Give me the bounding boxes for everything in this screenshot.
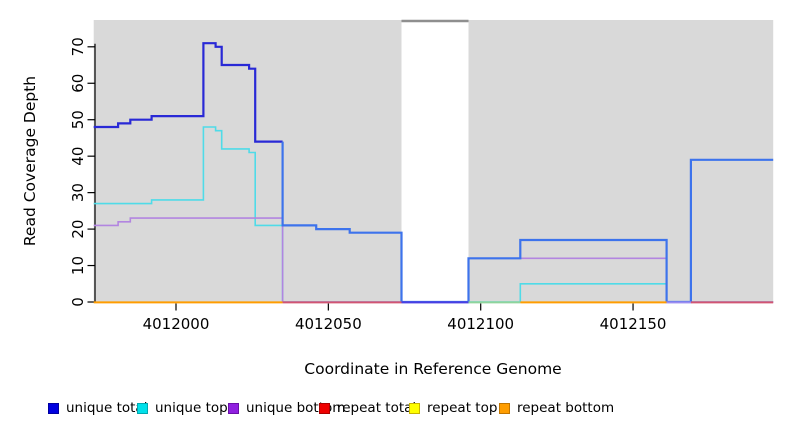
legend-item-repeat-total: repeat total (319, 399, 416, 417)
series-unique-total (93, 42, 283, 143)
legend-label: repeat bottom (517, 400, 615, 416)
legend-item-repeat-bottom: repeat bottom (499, 399, 614, 417)
x-tick-label: 4012100 (447, 315, 514, 333)
series-unique-top (93, 126, 774, 303)
legend-label: repeat top (427, 400, 498, 416)
legend-label: unique top (155, 400, 228, 416)
y-tick-label: 30 (69, 183, 87, 202)
plot-bg-left (93, 20, 402, 302)
legend-label: repeat total (337, 400, 417, 416)
legend-item-unique-total: unique total (48, 399, 147, 417)
x-tick-label: 4012000 (143, 315, 210, 333)
y-tick-label: 70 (69, 37, 87, 56)
x-axis-title: Coordinate in Reference Genome (304, 360, 562, 378)
legend-swatch (409, 402, 420, 414)
x-tick-label: 4012050 (295, 315, 362, 333)
x-tick-label: 4012150 (600, 315, 667, 333)
legend-swatch (499, 402, 510, 414)
legend-swatch (319, 402, 330, 414)
legend: unique total unique top unique bottom repea… (0, 399, 792, 419)
plot-bg-right (468, 20, 774, 302)
legend-label: unique total (66, 400, 148, 416)
y-tick-label: 40 (69, 147, 87, 166)
legend-item-repeat-top: repeat top (409, 399, 497, 417)
legend-item-unique-top: unique top (137, 399, 228, 417)
y-tick-label: 50 (69, 110, 87, 129)
y-tick-label: 60 (69, 74, 87, 93)
legend-swatch (137, 402, 148, 414)
y-tick-label: 0 (69, 297, 87, 307)
y-axis-title: Read Coverage Depth (21, 75, 39, 247)
legend-swatch (48, 402, 59, 414)
y-tick-label: 20 (69, 220, 87, 239)
y-tick-label: 10 (69, 256, 87, 275)
legend-swatch (228, 402, 239, 414)
